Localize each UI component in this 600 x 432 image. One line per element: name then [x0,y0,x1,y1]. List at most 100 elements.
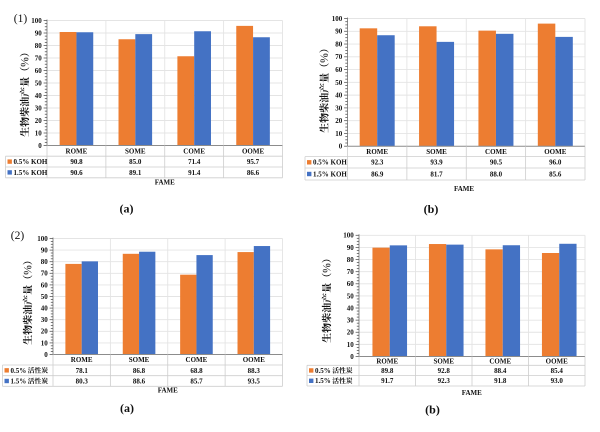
svg-text:1.5% KOH: 1.5% KOH [313,170,347,178]
svg-text:85.6: 85.6 [549,170,562,178]
svg-text:92.3: 92.3 [438,377,451,385]
svg-text:1.5% KOH: 1.5% KOH [14,169,48,177]
svg-text:ROME: ROME [66,147,88,155]
svg-text:100: 100 [37,235,48,243]
svg-text:SOME: SOME [433,357,454,365]
svg-text:60: 60 [35,67,43,75]
svg-text:100: 100 [31,17,42,25]
svg-text:30: 30 [35,104,43,112]
svg-text:91.4: 91.4 [188,169,201,177]
svg-text:0: 0 [44,351,48,359]
svg-text:96.0: 96.0 [549,159,562,167]
svg-text:88.3: 88.3 [248,367,261,375]
svg-text:86.8: 86.8 [133,367,146,375]
svg-text:10: 10 [35,129,43,137]
svg-text:90.8: 90.8 [70,158,83,166]
svg-text:10: 10 [41,339,49,347]
svg-text:20: 20 [347,329,355,337]
svg-text:78.1: 78.1 [76,367,89,375]
svg-text:ROME: ROME [366,148,388,156]
svg-text:40: 40 [347,304,355,312]
svg-text:80: 80 [35,42,43,50]
svg-text:FAME: FAME [454,185,474,193]
svg-text:50: 50 [41,293,49,301]
svg-text:90.5: 90.5 [490,159,503,167]
svg-text:0: 0 [339,143,343,151]
svg-text:60: 60 [335,66,343,74]
svg-text:100: 100 [343,232,354,240]
svg-text:90.6: 90.6 [70,169,83,177]
svg-text:85.7: 85.7 [190,377,203,385]
svg-text:0.5%: 0.5% [11,367,27,375]
svg-text:71.4: 71.4 [188,158,201,166]
svg-text:10: 10 [335,130,343,138]
svg-text:70: 70 [41,270,49,278]
svg-text:FAME: FAME [462,389,482,397]
svg-text:COME: COME [186,356,208,364]
svg-text:30: 30 [41,316,49,324]
svg-text:0.5% KOH: 0.5% KOH [14,158,48,166]
svg-text:0: 0 [350,353,354,361]
svg-text:91.8: 91.8 [494,377,507,385]
svg-text:10: 10 [347,341,355,349]
svg-text:86.9: 86.9 [371,170,384,178]
svg-text:93.5: 93.5 [248,377,261,385]
svg-text:COME: COME [183,147,205,155]
svg-text:OOME: OOME [242,147,264,155]
svg-text:40: 40 [41,305,49,313]
svg-text:100: 100 [332,15,343,23]
svg-text:(1): (1) [14,13,28,25]
svg-text:SOME: SOME [125,147,146,155]
svg-text:1.5%: 1.5% [11,377,27,385]
svg-text:FAME: FAME [155,178,175,186]
svg-text:20: 20 [41,328,49,336]
svg-text:88.4: 88.4 [494,367,507,375]
svg-text:COME: COME [489,357,511,365]
svg-text:85.4: 85.4 [551,367,564,375]
svg-text:86.6: 86.6 [247,169,260,177]
svg-text:40: 40 [35,92,43,100]
svg-text:88.6: 88.6 [133,377,146,385]
svg-text:93.9: 93.9 [430,159,443,167]
svg-text:60: 60 [41,281,49,289]
svg-text:90: 90 [41,247,49,255]
svg-text:30: 30 [347,317,355,325]
svg-text:60: 60 [347,280,355,288]
svg-text:92.8: 92.8 [438,367,451,375]
svg-text:40: 40 [335,92,343,100]
svg-text:80: 80 [41,258,49,266]
svg-text:SOME: SOME [129,356,150,364]
svg-text:(2): (2) [11,230,25,242]
svg-text:(a): (a) [120,201,134,215]
svg-text:OOME: OOME [544,148,566,156]
svg-text:30: 30 [335,104,343,112]
svg-text:90: 90 [347,244,355,252]
svg-text:80.3: 80.3 [76,377,89,385]
svg-text:92.3: 92.3 [371,159,384,167]
svg-text:0.5% KOH: 0.5% KOH [313,159,347,167]
svg-text:OOME: OOME [546,357,568,365]
svg-text:0: 0 [38,142,42,150]
svg-text:COME: COME [485,148,507,156]
svg-text:OOME: OOME [243,356,265,364]
svg-text:93.0: 93.0 [551,377,564,385]
svg-text:1.5%: 1.5% [315,377,331,385]
svg-text:ROME: ROME [71,356,93,364]
svg-text:50: 50 [335,79,343,87]
svg-text:50: 50 [347,292,355,300]
svg-text:80: 80 [335,40,343,48]
svg-text:91.7: 91.7 [381,377,394,385]
svg-text:95.7: 95.7 [247,158,260,166]
svg-text:90: 90 [35,29,43,37]
svg-text:50: 50 [35,79,43,87]
svg-text:ROME: ROME [376,357,398,365]
svg-text:FAME: FAME [158,386,178,394]
svg-text:68.8: 68.8 [190,367,203,375]
svg-text:(b): (b) [425,403,440,417]
svg-text:89.8: 89.8 [381,367,394,375]
svg-text:89.1: 89.1 [129,169,142,177]
svg-text:90: 90 [335,28,343,36]
svg-text:70: 70 [35,54,43,62]
svg-text:SOME: SOME [426,148,447,156]
svg-text:(a): (a) [120,401,134,415]
